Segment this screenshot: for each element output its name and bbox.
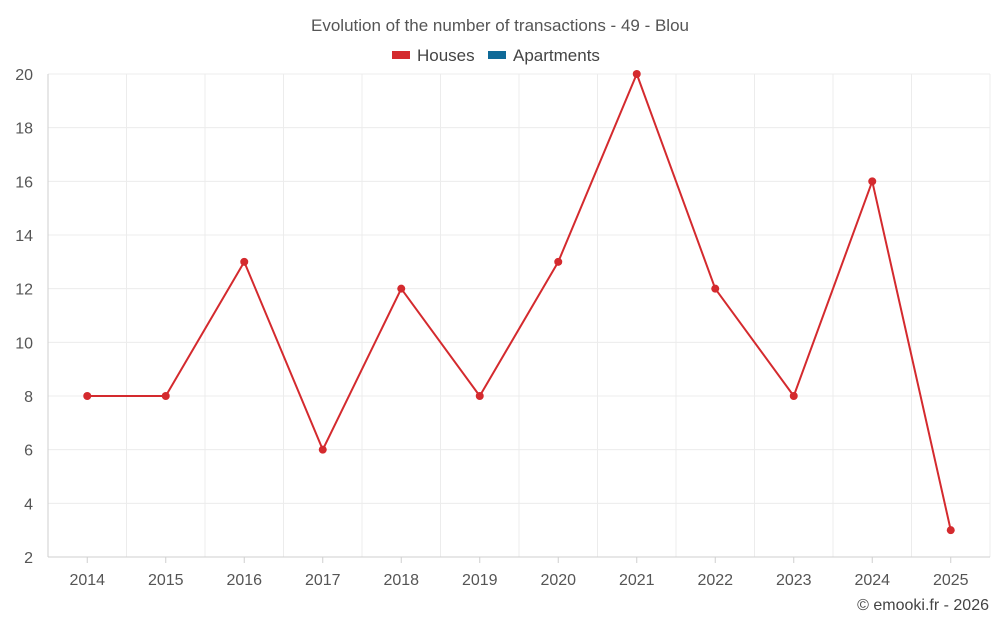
x-tick-label: 2023	[776, 572, 812, 589]
credit-text: © emooki.fr - 2026	[857, 597, 989, 614]
legend: Houses Apartments	[392, 46, 600, 65]
y-tick-label: 8	[24, 389, 33, 406]
data-point-2017[interactable]	[318, 445, 327, 454]
y-tick-label: 18	[15, 121, 33, 138]
x-tick-label: 2019	[462, 572, 498, 589]
x-tick-label: 2015	[148, 572, 184, 589]
data-point-2023[interactable]	[789, 392, 798, 400]
x-tick-label: 2017	[305, 572, 341, 589]
x-tick-label: 2022	[697, 572, 733, 589]
x-tick-label: 2016	[226, 572, 262, 589]
x-tick-label: 2025	[933, 572, 969, 589]
y-tick-label: 14	[15, 228, 33, 245]
legend-swatch-houses	[392, 51, 410, 59]
series-line-houses	[87, 73, 952, 531]
legend-label-houses: Houses	[417, 46, 475, 65]
data-point-2022[interactable]	[711, 284, 720, 293]
data-point-2025[interactable]	[946, 526, 955, 535]
y-tick-label: 10	[15, 335, 33, 352]
data-point-2021[interactable]	[632, 70, 641, 78]
y-tick-label: 4	[24, 496, 33, 513]
legend-label-apartments: Apartments	[513, 46, 600, 65]
x-tick-label: 2021	[619, 572, 655, 589]
axes	[47, 74, 990, 558]
data-point-2014[interactable]	[83, 392, 92, 400]
legend-item-apartments[interactable]: Apartments	[488, 46, 600, 65]
data-point-2018[interactable]	[397, 284, 406, 293]
x-axis-ticks: 2014 2015 2016 2017 2018 2019 2020 2021 2022 2023…	[69, 557, 969, 589]
data-point-2024[interactable]	[868, 177, 877, 186]
x-tick-label: 2018	[383, 572, 419, 589]
y-axis-ticks: 2 4 6 8 10 12 14 16 18 20	[15, 67, 33, 567]
x-tick-label: 2024	[854, 572, 890, 589]
chart-title: Evolution of the number of transactions …	[311, 16, 689, 35]
y-tick-label: 6	[24, 443, 33, 460]
data-point-2019[interactable]	[475, 392, 484, 400]
data-point-2020[interactable]	[554, 257, 563, 266]
y-tick-label: 12	[15, 282, 33, 299]
grid	[48, 73, 991, 557]
legend-item-houses[interactable]: Houses	[392, 46, 475, 65]
data-point-2015[interactable]	[161, 392, 170, 400]
y-tick-label: 2	[24, 550, 33, 567]
data-point-2016[interactable]	[240, 257, 249, 266]
y-tick-label: 20	[15, 67, 33, 84]
x-tick-label: 2020	[540, 572, 576, 589]
x-tick-label: 2014	[69, 572, 105, 589]
legend-swatch-apartments	[488, 51, 506, 59]
y-tick-label: 16	[15, 174, 33, 191]
series-houses	[83, 70, 955, 535]
